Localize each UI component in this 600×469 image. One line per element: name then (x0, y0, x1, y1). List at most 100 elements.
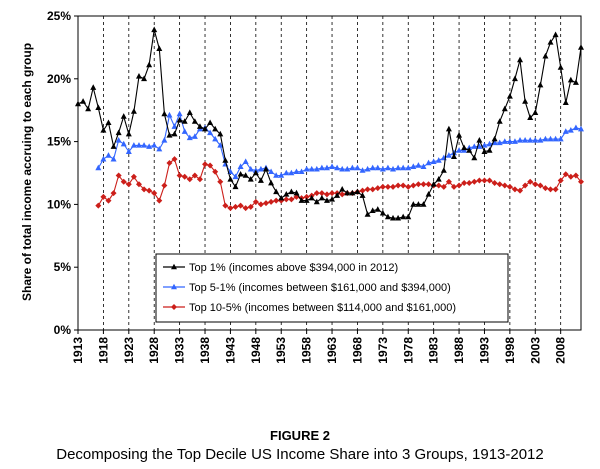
data-point (141, 186, 148, 193)
data-point (95, 164, 102, 171)
x-tick-label: 1988 (452, 337, 466, 364)
data-point (237, 170, 244, 177)
data-point (135, 181, 142, 188)
data-point (461, 180, 468, 187)
data-point (562, 171, 569, 178)
figure-caption: Decomposing the Top Decile US Income Sha… (56, 446, 544, 463)
data-point (130, 108, 137, 114)
data-point (527, 137, 534, 143)
data-point (552, 135, 559, 142)
data-point (110, 143, 117, 149)
data-point (141, 75, 148, 82)
data-point (100, 193, 107, 200)
data-point (567, 126, 574, 133)
data-point (318, 190, 325, 197)
data-point (339, 186, 346, 192)
data-point (217, 130, 224, 137)
data-point (176, 172, 183, 179)
data-point (323, 191, 330, 198)
data-point (359, 187, 366, 194)
data-point (313, 190, 320, 197)
data-point (278, 194, 285, 201)
data-point (572, 172, 579, 179)
data-point (334, 192, 341, 198)
data-point (547, 39, 554, 45)
series-layer (75, 26, 584, 221)
data-point (283, 196, 290, 203)
data-point (273, 172, 280, 178)
data-point (384, 164, 391, 171)
data-point (578, 125, 584, 132)
data-point (395, 164, 402, 171)
data-point (156, 145, 163, 152)
data-point (217, 178, 224, 185)
data-point (303, 197, 310, 203)
x-tick-label: 1963 (325, 337, 339, 364)
data-point (415, 181, 422, 188)
data-point (308, 165, 315, 172)
data-point (359, 167, 366, 173)
data-point (166, 111, 173, 118)
data-point (212, 125, 219, 132)
data-point (323, 197, 330, 203)
legend-marker (171, 283, 177, 290)
data-point (278, 172, 285, 178)
data-point (252, 198, 259, 205)
legend-item: Top 1% (incomes above $394,000 in 2012) (163, 262, 398, 274)
data-point (257, 177, 264, 183)
data-point (476, 137, 483, 143)
data-point (496, 139, 503, 146)
data-point (212, 135, 219, 142)
data-point (537, 137, 544, 143)
data-point (95, 202, 102, 209)
data-point (511, 75, 518, 82)
data-point (578, 44, 584, 50)
data-point (191, 133, 198, 139)
data-point (481, 142, 488, 148)
data-point (125, 181, 132, 188)
x-tick-label: 1958 (300, 337, 314, 364)
data-point (329, 163, 336, 170)
series-0 (75, 26, 584, 221)
data-point (517, 56, 524, 63)
y-tick-label: 20% (47, 72, 71, 86)
data-point (125, 148, 132, 154)
data-point (242, 172, 249, 178)
data-point (125, 130, 132, 137)
data-point (440, 183, 447, 190)
data-point (456, 147, 463, 153)
data-point (171, 123, 178, 129)
legend-label: Top 5-1% (incomes between $161,000 and $… (189, 282, 451, 294)
data-point (445, 125, 452, 132)
data-point (506, 138, 513, 144)
data-point (374, 185, 381, 192)
data-point (425, 181, 432, 188)
data-point (227, 175, 234, 182)
x-tick-label: 1928 (147, 337, 161, 364)
data-point (400, 213, 407, 220)
x-tick-label: 2003 (528, 337, 542, 364)
data-point (522, 98, 529, 104)
data-point (339, 191, 346, 198)
data-point (369, 164, 376, 171)
data-point (308, 194, 315, 201)
data-point (379, 165, 386, 172)
x-tick-label: 1918 (96, 337, 110, 364)
data-point (115, 137, 122, 143)
data-point (435, 182, 442, 189)
data-point (476, 177, 483, 184)
data-point (450, 183, 457, 190)
data-point (85, 105, 92, 112)
data-point (232, 173, 239, 180)
data-point (196, 176, 203, 183)
y-axis-title: Share of total income accruing to each g… (20, 43, 34, 301)
data-point (293, 168, 300, 175)
data-point (268, 179, 275, 186)
data-point (420, 201, 427, 207)
data-point (283, 191, 290, 197)
data-point (186, 176, 193, 183)
x-tick-label: 2008 (554, 337, 568, 364)
data-point (146, 143, 153, 149)
data-point (166, 159, 173, 166)
data-point (156, 45, 163, 51)
